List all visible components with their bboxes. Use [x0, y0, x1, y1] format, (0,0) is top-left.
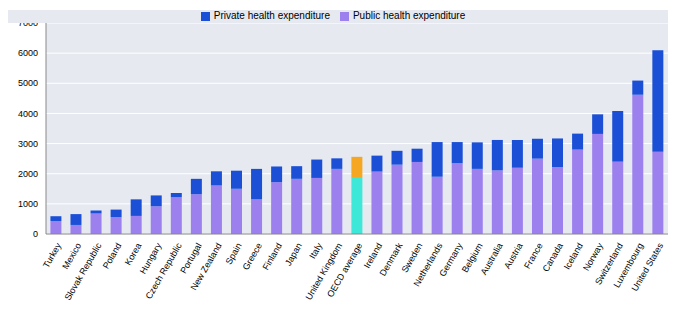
svg-text:Hungary: Hungary — [137, 241, 164, 276]
svg-text:Iceland: Iceland — [561, 241, 585, 272]
svg-text:Austria: Austria — [502, 241, 525, 271]
svg-text:Sweden: Sweden — [399, 241, 425, 275]
svg-text:Poland: Poland — [101, 241, 124, 270]
svg-text:Korea: Korea — [123, 241, 144, 267]
svg-text:Portugal: Portugal — [178, 241, 204, 276]
svg-text:Ireland: Ireland — [361, 241, 385, 270]
svg-text:Mexico: Mexico — [60, 241, 84, 271]
svg-text:Finland: Finland — [261, 241, 284, 272]
svg-text:1000: 1000 — [18, 199, 38, 209]
svg-text:Italy: Italy — [307, 241, 324, 261]
svg-text:Greece: Greece — [240, 241, 264, 272]
svg-text:France: France — [522, 241, 545, 271]
svg-text:Japan: Japan — [283, 241, 304, 267]
svg-text:Belgium: Belgium — [459, 241, 485, 275]
svg-text:Denmark: Denmark — [377, 241, 404, 278]
svg-text:Canada: Canada — [540, 241, 564, 273]
svg-text:United States: United States — [630, 241, 666, 293]
svg-text:Netherlands: Netherlands — [412, 241, 445, 288]
svg-text:Turkey: Turkey — [41, 241, 64, 270]
svg-text:5000: 5000 — [18, 78, 38, 88]
svg-text:4000: 4000 — [18, 109, 38, 119]
svg-text:Germany: Germany — [437, 241, 464, 278]
svg-text:Luxembourg: Luxembourg — [611, 241, 646, 290]
svg-text:New Zealand: New Zealand — [189, 241, 224, 292]
svg-text:0: 0 — [33, 229, 38, 239]
svg-text:Czech Republic: Czech Republic — [143, 241, 184, 301]
svg-text:Spain: Spain — [224, 241, 244, 266]
svg-text:3000: 3000 — [18, 139, 38, 149]
svg-text:2000: 2000 — [18, 169, 38, 179]
svg-text:Norway: Norway — [581, 241, 605, 273]
svg-text:Switzerland: Switzerland — [593, 241, 626, 287]
html-text:Public health expenditure: Public health expenditure — [352, 10, 466, 21]
svg-text:Australia: Australia — [479, 241, 505, 276]
svg-text:Slovak Republic: Slovak Republic — [62, 241, 103, 302]
svg-text:United Kingdom: United Kingdom — [303, 241, 345, 302]
html-text:Private health expenditure: Private health expenditure — [213, 10, 330, 21]
svg-text:OECD average: OECD average — [325, 241, 364, 299]
svg-text:6000: 6000 — [18, 48, 38, 58]
svg-text:7000: 7000 — [18, 18, 38, 28]
